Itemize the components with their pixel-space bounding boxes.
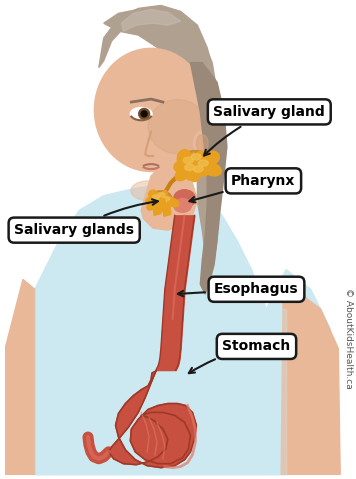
Ellipse shape xyxy=(191,154,201,160)
Text: © AboutKidsHealth.ca: © AboutKidsHealth.ca xyxy=(344,288,352,389)
Ellipse shape xyxy=(174,161,188,172)
Ellipse shape xyxy=(148,190,157,199)
Ellipse shape xyxy=(147,199,158,210)
Ellipse shape xyxy=(152,192,161,200)
Ellipse shape xyxy=(187,160,199,177)
Ellipse shape xyxy=(150,191,172,206)
Ellipse shape xyxy=(193,131,211,156)
Polygon shape xyxy=(153,202,161,216)
Text: Stomach: Stomach xyxy=(189,340,290,373)
Polygon shape xyxy=(35,186,286,476)
Ellipse shape xyxy=(152,193,163,201)
Ellipse shape xyxy=(159,200,166,204)
Ellipse shape xyxy=(163,197,170,201)
Ellipse shape xyxy=(182,154,198,167)
Polygon shape xyxy=(99,5,212,68)
Ellipse shape xyxy=(141,111,147,117)
Ellipse shape xyxy=(152,195,159,199)
Ellipse shape xyxy=(174,199,192,212)
Ellipse shape xyxy=(153,199,160,203)
Ellipse shape xyxy=(94,48,208,171)
Ellipse shape xyxy=(186,164,197,180)
Ellipse shape xyxy=(158,193,165,197)
Ellipse shape xyxy=(131,181,165,201)
Ellipse shape xyxy=(185,164,194,171)
Polygon shape xyxy=(141,163,197,230)
Ellipse shape xyxy=(155,199,162,210)
Ellipse shape xyxy=(183,157,193,163)
Ellipse shape xyxy=(139,108,150,119)
Ellipse shape xyxy=(194,151,205,164)
Ellipse shape xyxy=(189,167,200,182)
Polygon shape xyxy=(104,9,222,270)
Polygon shape xyxy=(281,294,340,477)
Ellipse shape xyxy=(160,197,168,206)
Text: Salivary gland: Salivary gland xyxy=(204,105,325,156)
Ellipse shape xyxy=(201,161,221,176)
Ellipse shape xyxy=(198,160,208,166)
Ellipse shape xyxy=(161,191,167,199)
Text: Salivary glands: Salivary glands xyxy=(14,199,158,237)
Ellipse shape xyxy=(193,162,206,175)
Polygon shape xyxy=(5,279,35,476)
Ellipse shape xyxy=(146,197,156,204)
Ellipse shape xyxy=(178,149,190,163)
Polygon shape xyxy=(190,63,227,294)
Polygon shape xyxy=(121,10,180,31)
Polygon shape xyxy=(163,203,171,217)
Ellipse shape xyxy=(197,135,208,152)
Ellipse shape xyxy=(148,100,207,154)
Polygon shape xyxy=(158,199,166,212)
Ellipse shape xyxy=(193,166,203,172)
Ellipse shape xyxy=(180,150,211,176)
Ellipse shape xyxy=(183,153,196,165)
Polygon shape xyxy=(109,371,197,468)
Text: Pharynx: Pharynx xyxy=(189,174,295,203)
Ellipse shape xyxy=(130,107,152,120)
Ellipse shape xyxy=(174,190,195,207)
Ellipse shape xyxy=(176,165,191,181)
Text: Esophagus: Esophagus xyxy=(178,282,299,297)
Ellipse shape xyxy=(165,197,179,207)
Ellipse shape xyxy=(156,196,163,208)
Ellipse shape xyxy=(177,154,198,168)
Polygon shape xyxy=(266,270,335,476)
Ellipse shape xyxy=(198,163,210,176)
Ellipse shape xyxy=(202,151,219,165)
